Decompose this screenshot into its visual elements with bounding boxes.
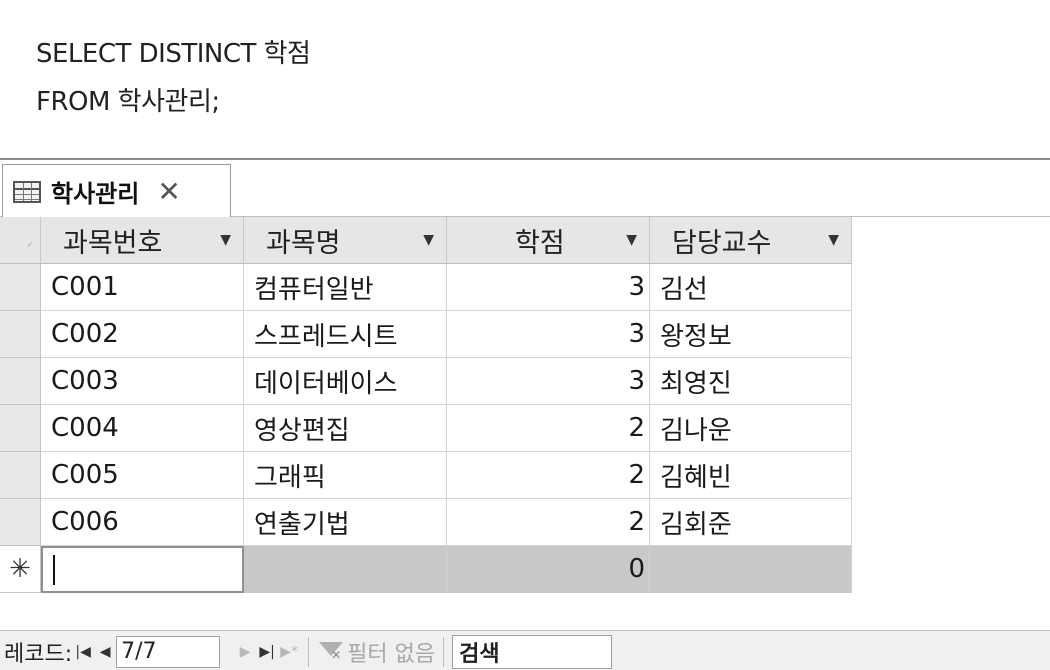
row-selector[interactable] bbox=[0, 405, 41, 452]
cell-name[interactable]: 스프레드시트 bbox=[244, 311, 447, 358]
header-row: 과목번호 ▼ 과목명 ▼ 학점 ▼ 담당교수 ▼ bbox=[0, 217, 852, 264]
cell-code[interactable]: C002 bbox=[41, 311, 244, 358]
cell-code[interactable]: C003 bbox=[41, 358, 244, 405]
sql-query: SELECT DISTINCT 학점 FROM 학사관리; bbox=[36, 30, 311, 126]
cell-code[interactable]: C005 bbox=[41, 452, 244, 499]
previous-record-icon[interactable]: ◀ bbox=[99, 643, 111, 660]
cell-credit[interactable]: 3 bbox=[447, 358, 650, 405]
cell-professor[interactable]: 김회준 bbox=[650, 499, 852, 546]
cell-name[interactable]: 데이터베이스 bbox=[244, 358, 447, 405]
record-label: 레코드: bbox=[4, 641, 73, 667]
separator bbox=[443, 636, 445, 667]
select-all-corner[interactable] bbox=[0, 217, 41, 264]
filter-status[interactable]: 필터 없음 bbox=[347, 641, 436, 667]
row-selector[interactable] bbox=[0, 311, 41, 358]
table-icon bbox=[13, 180, 41, 203]
column-header-label: 과목번호 bbox=[63, 227, 163, 259]
cell-name[interactable]: 그래픽 bbox=[244, 452, 447, 499]
new-record-marker-icon: ✳ bbox=[0, 546, 41, 593]
chevron-down-icon[interactable]: ▼ bbox=[828, 232, 839, 248]
cell-credit[interactable]: 2 bbox=[447, 452, 650, 499]
chevron-down-icon[interactable]: ▼ bbox=[423, 232, 434, 248]
row-selector[interactable] bbox=[0, 499, 41, 546]
new-record-row[interactable]: ✳ 0 bbox=[0, 546, 852, 593]
text-caret bbox=[53, 554, 55, 585]
first-record-icon[interactable]: |◀ bbox=[75, 643, 91, 660]
row-selector[interactable] bbox=[0, 358, 41, 405]
cell-credit[interactable]: 3 bbox=[447, 311, 650, 358]
row-selector[interactable] bbox=[0, 452, 41, 499]
cell-code[interactable]: C004 bbox=[41, 405, 244, 452]
cell-professor[interactable]: 김선 bbox=[650, 264, 852, 311]
cell-name[interactable]: 연출기법 bbox=[244, 499, 447, 546]
column-header-credit[interactable]: 학점 ▼ bbox=[447, 217, 650, 264]
tab-label: 학사관리 bbox=[51, 180, 140, 208]
new-record-code-input[interactable] bbox=[41, 546, 244, 593]
datasheet-grid: 과목번호 ▼ 과목명 ▼ 학점 ▼ 담당교수 ▼ C001 컴퓨터일반 3 김선 C00… bbox=[0, 217, 1050, 622]
last-record-icon[interactable]: ▶| bbox=[259, 643, 275, 660]
column-header-professor[interactable]: 담당교수 ▼ bbox=[650, 217, 852, 264]
column-header-code[interactable]: 과목번호 ▼ bbox=[41, 217, 244, 264]
close-icon[interactable]: ✕ bbox=[157, 175, 181, 208]
new-record-icon[interactable]: ▶* bbox=[280, 643, 299, 660]
new-record-name-cell[interactable] bbox=[244, 546, 447, 593]
column-header-label: 담당교수 bbox=[672, 227, 772, 259]
cell-credit[interactable]: 2 bbox=[447, 405, 650, 452]
cell-code[interactable]: C001 bbox=[41, 264, 244, 311]
cell-professor[interactable]: 김혜빈 bbox=[650, 452, 852, 499]
cell-professor[interactable]: 왕정보 bbox=[650, 311, 852, 358]
table-row[interactable]: C002 스프레드시트 3 왕정보 bbox=[0, 311, 852, 358]
search-input[interactable]: 검색 bbox=[452, 634, 613, 669]
sql-line-from: FROM 학사관리; bbox=[36, 87, 220, 117]
cell-professor[interactable]: 김나운 bbox=[650, 405, 852, 452]
table-row[interactable]: C003 데이터베이스 3 최영진 bbox=[0, 358, 852, 405]
chevron-down-icon[interactable]: ▼ bbox=[626, 232, 637, 248]
column-header-label: 학점 bbox=[515, 227, 565, 259]
new-record-professor-cell[interactable] bbox=[650, 546, 852, 593]
cell-professor[interactable]: 최영진 bbox=[650, 358, 852, 405]
table-row[interactable]: C006 연출기법 2 김회준 bbox=[0, 499, 852, 546]
table-row[interactable]: C005 그래픽 2 김혜빈 bbox=[0, 452, 852, 499]
filter-off-icon[interactable] bbox=[317, 638, 345, 666]
column-header-label: 과목명 bbox=[266, 227, 341, 259]
sql-line-select: SELECT DISTINCT 학점 bbox=[36, 39, 311, 69]
datasheet-window: 학사관리 ✕ 과목번호 ▼ 과목명 ▼ 학점 ▼ 담당교수 ▼ C001 컴퓨터일반 3… bbox=[0, 158, 1050, 670]
tab-bar: 학사관리 ✕ bbox=[0, 160, 1050, 218]
current-record-field[interactable]: 7/7 bbox=[116, 635, 221, 668]
record-navigation-bar: 레코드: |◀ ◀ 7/7 ▶ ▶| ▶* 필터 없음 검색 bbox=[0, 630, 1050, 670]
row-selector[interactable] bbox=[0, 264, 41, 311]
table-row[interactable]: C004 영상편집 2 김나운 bbox=[0, 405, 852, 452]
new-record-credit-cell[interactable]: 0 bbox=[447, 546, 650, 593]
cell-credit[interactable]: 3 bbox=[447, 264, 650, 311]
cell-code[interactable]: C006 bbox=[41, 499, 244, 546]
cell-credit[interactable]: 2 bbox=[447, 499, 650, 546]
chevron-down-icon[interactable]: ▼ bbox=[220, 232, 231, 248]
column-header-name[interactable]: 과목명 ▼ bbox=[244, 217, 447, 264]
next-record-icon[interactable]: ▶ bbox=[239, 643, 251, 660]
table-row[interactable]: C001 컴퓨터일반 3 김선 bbox=[0, 264, 852, 311]
tab-haksa[interactable]: 학사관리 ✕ bbox=[2, 164, 231, 218]
cell-name[interactable]: 컴퓨터일반 bbox=[244, 264, 447, 311]
cell-name[interactable]: 영상편집 bbox=[244, 405, 447, 452]
separator bbox=[308, 636, 310, 667]
